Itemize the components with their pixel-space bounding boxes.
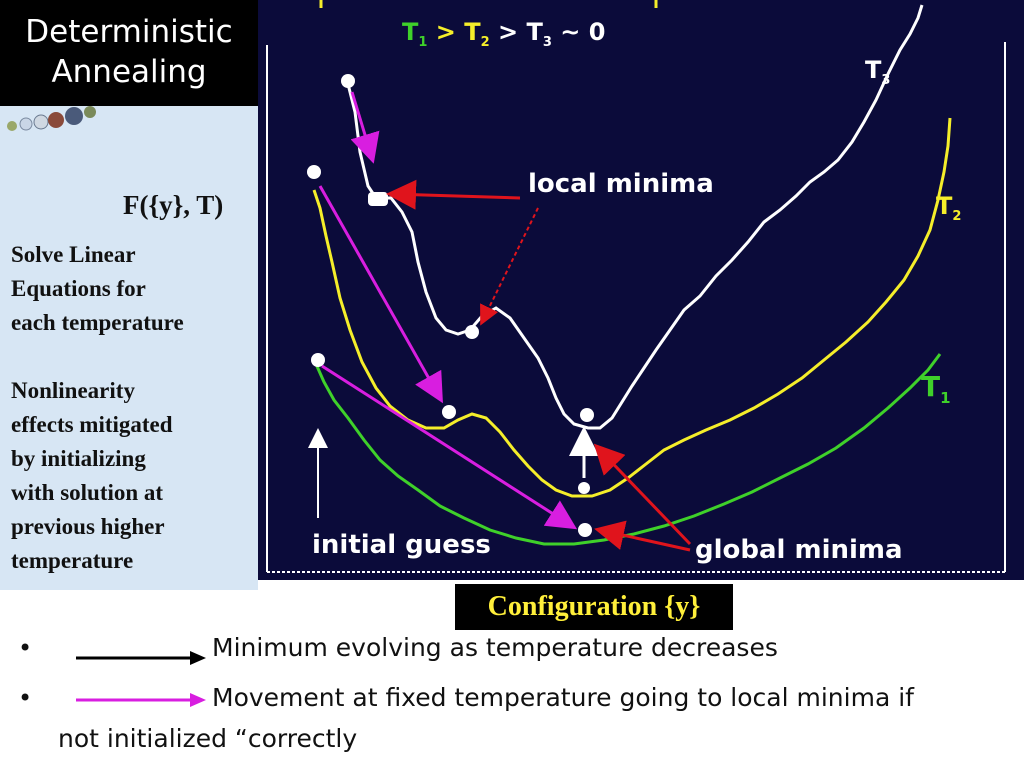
legend-item-2-line-1: Movement at fixed temperature going to l… bbox=[212, 683, 914, 712]
side-text-nonlinearity: Nonlinearity effects mitigated by initia… bbox=[11, 374, 251, 578]
point-t2-start bbox=[307, 165, 321, 179]
side-text-line: effects mitigated bbox=[11, 412, 173, 437]
point-t2-global bbox=[578, 482, 590, 494]
title-line-1: Deterministic bbox=[25, 14, 233, 50]
side-text-line: Solve Linear bbox=[11, 242, 136, 267]
fixed-temp-arrow-t3 bbox=[350, 91, 380, 164]
bullet-1: • bbox=[18, 634, 33, 662]
side-text-line: by initializing bbox=[11, 446, 146, 471]
magenta-arrow-icon bbox=[76, 693, 206, 707]
side-text-line: each temperature bbox=[11, 310, 184, 335]
point-t3-global bbox=[580, 408, 594, 422]
local-minima-arrow-1 bbox=[386, 179, 521, 210]
black-arrow-icon bbox=[76, 651, 206, 665]
temperature-order-header: T1 > T2 > T3 ~ 0 bbox=[402, 18, 605, 50]
curve-t1 bbox=[314, 353, 942, 546]
fixed-temp-arrow-t2 bbox=[318, 185, 443, 404]
side-text-line: previous higher bbox=[11, 514, 165, 539]
legend-item-1: Minimum evolving as temperature decrease… bbox=[212, 633, 778, 662]
annealing-diagram-svg: T1 > T2 > T3 ~ 0 T3 T2 T1 bbox=[266, 0, 1006, 573]
side-text-line: with solution at bbox=[11, 480, 164, 505]
fixed-temp-arrow-t1 bbox=[321, 364, 578, 530]
initial-guess-label: initial guess bbox=[312, 530, 491, 560]
point-t3-local-2 bbox=[465, 325, 479, 339]
function-label: F({y}, T) bbox=[123, 190, 224, 220]
point-t1-start bbox=[311, 353, 325, 367]
global-minima-label: global minima bbox=[695, 535, 903, 565]
title-line-2: Annealing bbox=[51, 54, 207, 90]
point-t3-local-1 bbox=[368, 192, 388, 206]
side-text-solve: Solve Linear Equations for each temperat… bbox=[11, 238, 241, 340]
x-axis-label: Configuration {y} bbox=[455, 584, 733, 630]
bullet-2: • bbox=[18, 684, 33, 712]
side-text-line: Nonlinearity bbox=[11, 378, 135, 403]
local-minima-arrow-2 bbox=[480, 207, 539, 326]
side-text-line: Equations for bbox=[11, 276, 146, 301]
label-t1: T1 bbox=[921, 370, 951, 407]
annealing-diagram: T1 > T2 > T3 ~ 0 T3 T2 T1 bbox=[258, 0, 1024, 580]
slide-title: Deterministic Annealing bbox=[0, 0, 258, 106]
global-minima-arrow-2 bbox=[594, 520, 691, 552]
global-minima-arrow-1 bbox=[593, 443, 692, 546]
label-t2: T2 bbox=[936, 192, 961, 224]
curve-t2 bbox=[312, 117, 952, 498]
local-minima-label: local minima bbox=[528, 169, 714, 199]
side-text-line: temperature bbox=[11, 548, 134, 573]
point-t1-global bbox=[578, 523, 592, 537]
point-t3-start bbox=[341, 74, 355, 88]
label-t3: T3 bbox=[865, 56, 890, 88]
legend-item-2-line-2: not initialized “correctly bbox=[58, 724, 358, 753]
decorative-orbs bbox=[7, 106, 96, 131]
curve-t3 bbox=[346, 4, 924, 430]
point-t2-local bbox=[442, 405, 456, 419]
